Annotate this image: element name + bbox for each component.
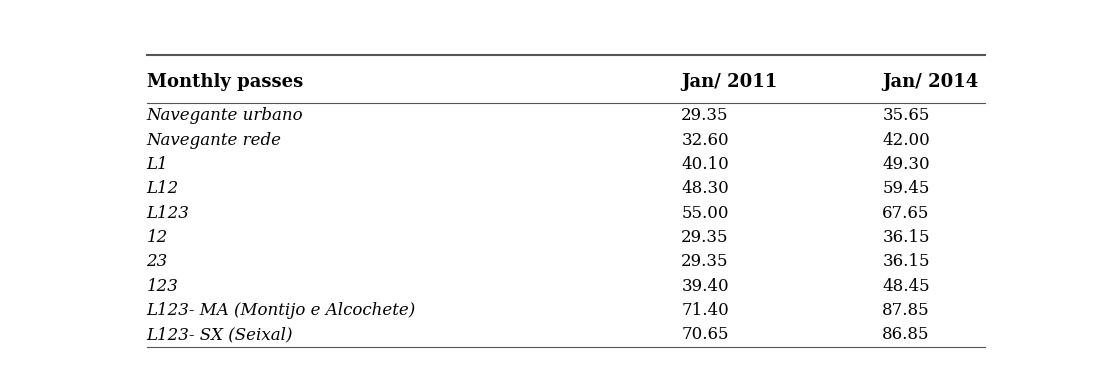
Text: L1: L1: [147, 156, 168, 173]
Text: 42.00: 42.00: [882, 132, 931, 149]
Text: 29.35: 29.35: [681, 107, 729, 124]
Text: 123: 123: [147, 278, 179, 295]
Text: L123- SX (Seixal): L123- SX (Seixal): [147, 326, 293, 343]
Text: 87.85: 87.85: [882, 302, 930, 319]
Text: 55.00: 55.00: [681, 205, 729, 222]
Text: 49.30: 49.30: [882, 156, 930, 173]
Text: 36.15: 36.15: [882, 229, 930, 246]
Text: 29.35: 29.35: [681, 253, 729, 270]
Text: L123: L123: [147, 205, 190, 222]
Text: 29.35: 29.35: [681, 229, 729, 246]
Text: Navegante urbano: Navegante urbano: [147, 107, 304, 124]
Text: 70.65: 70.65: [681, 326, 729, 343]
Text: 39.40: 39.40: [681, 278, 729, 295]
Text: 12: 12: [147, 229, 168, 246]
Text: 40.10: 40.10: [681, 156, 729, 173]
Text: 59.45: 59.45: [882, 180, 930, 198]
Text: Jan/ 2014: Jan/ 2014: [882, 73, 978, 91]
Text: L123- MA (Montijo e Alcochete): L123- MA (Montijo e Alcochete): [147, 302, 416, 319]
Text: 48.30: 48.30: [681, 180, 729, 198]
Text: 67.65: 67.65: [882, 205, 930, 222]
Text: 35.65: 35.65: [882, 107, 930, 124]
Text: L12: L12: [147, 180, 179, 198]
Text: 32.60: 32.60: [681, 132, 729, 149]
Text: Navegante rede: Navegante rede: [147, 132, 282, 149]
Text: 86.85: 86.85: [882, 326, 930, 343]
Text: 48.45: 48.45: [882, 278, 930, 295]
Text: 36.15: 36.15: [882, 253, 930, 270]
Text: Jan/ 2011: Jan/ 2011: [681, 73, 777, 91]
Text: 71.40: 71.40: [681, 302, 729, 319]
Text: 23: 23: [147, 253, 168, 270]
Text: Monthly passes: Monthly passes: [147, 73, 302, 91]
